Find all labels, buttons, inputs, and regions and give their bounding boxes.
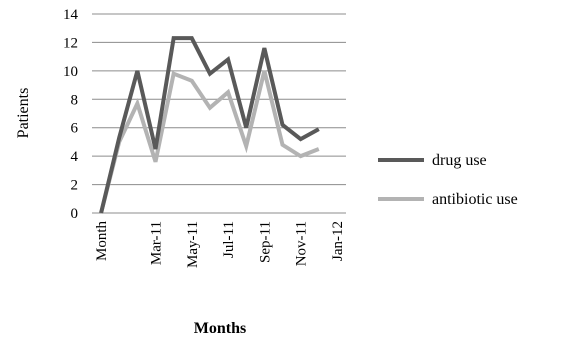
- legend: drug use antibiotic use: [378, 152, 518, 208]
- x-tick-label: Month: [94, 221, 110, 262]
- legend-label: antibiotic use: [432, 191, 518, 208]
- x-tick-label: Sep-11: [257, 221, 273, 263]
- x-tick-label: May-11: [185, 221, 201, 268]
- x-tick-label: Jan-12: [330, 221, 346, 261]
- y-tick-label: 12: [63, 35, 78, 51]
- y-tick-label: 8: [71, 92, 79, 108]
- y-tick-label: 6: [71, 121, 79, 137]
- y-tick-label: 0: [71, 206, 79, 222]
- gridlines: [92, 13, 346, 214]
- y-tick-label: 2: [71, 178, 79, 194]
- legend-label: drug use: [432, 152, 487, 169]
- x-tick-labels: Month Mar-11 May-11 Jul-11 Sep-11 Nov-11 Jan-1…: [94, 221, 346, 268]
- x-tick-label: Jul-11: [221, 221, 237, 258]
- y-tick-label: 14: [63, 7, 79, 23]
- series-lines: [99, 36, 320, 214]
- x-tick-label: Nov-11: [294, 221, 310, 266]
- x-axis-title: Months: [194, 320, 246, 337]
- y-axis-title: Patients: [15, 88, 32, 139]
- y-tick-label: 4: [71, 149, 79, 165]
- series-line-drug-use: [99, 36, 320, 214]
- series-line-antibiotic-use: [99, 70, 320, 214]
- x-tick-label: Mar-11: [149, 221, 165, 265]
- y-tick-labels: 0 2 4 6 8 10 12 14: [63, 7, 79, 222]
- y-tick-label: 10: [63, 64, 78, 80]
